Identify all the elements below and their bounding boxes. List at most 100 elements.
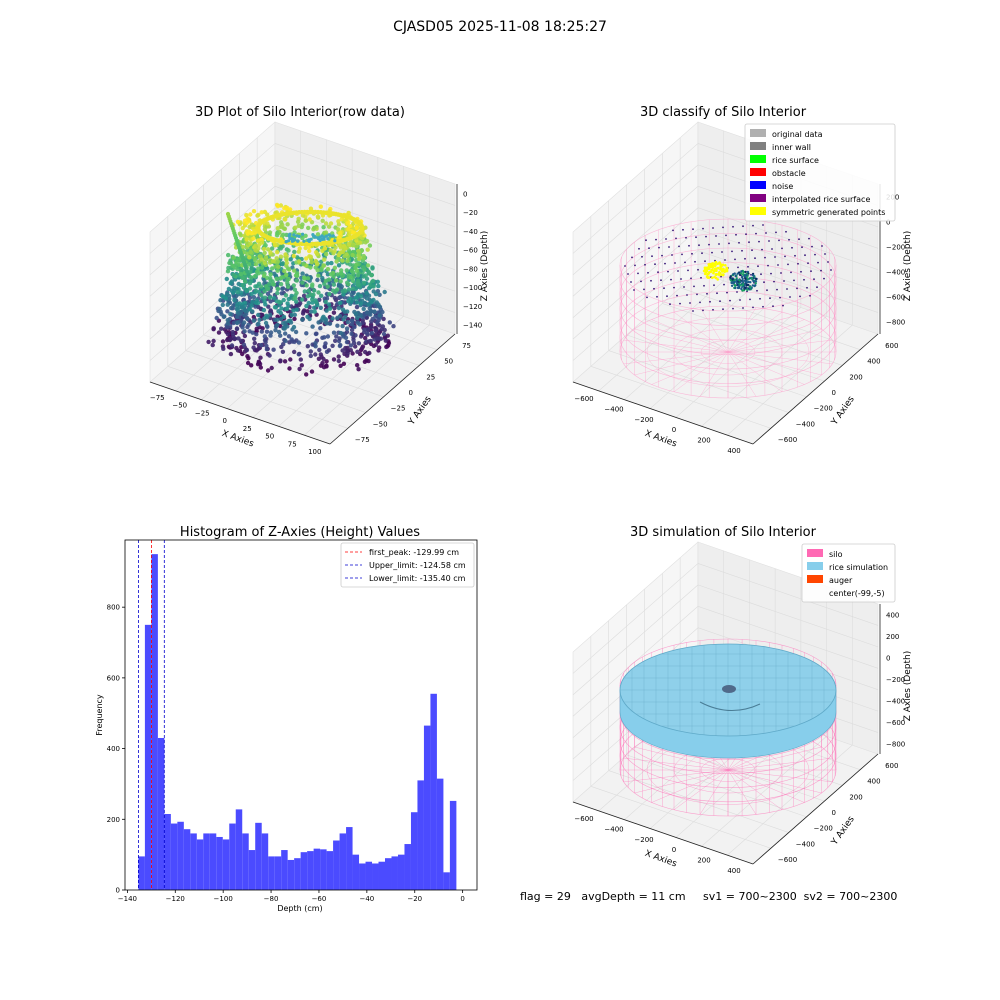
z-tick-label: −600 — [886, 719, 905, 727]
rice-surface-point — [731, 278, 734, 281]
data-point — [292, 287, 298, 292]
data-point — [237, 231, 243, 236]
data-point — [216, 330, 222, 335]
legend-swatch — [750, 181, 766, 189]
data-point — [271, 295, 277, 301]
data-point — [391, 324, 396, 329]
data-point — [234, 314, 240, 320]
data-point — [385, 333, 390, 338]
interpolated-point — [675, 237, 677, 240]
data-point — [231, 320, 236, 326]
data-point — [261, 273, 267, 278]
data-point — [331, 330, 337, 335]
data-point — [262, 250, 267, 256]
interpolated-point — [778, 239, 780, 242]
data-point — [279, 220, 284, 225]
data-point — [254, 298, 259, 303]
data-point — [302, 289, 307, 294]
z-tick-label: −140 — [463, 322, 482, 330]
grid-line — [572, 563, 699, 674]
data-point — [302, 239, 306, 243]
interpolated-point — [655, 238, 657, 241]
data-point — [280, 244, 285, 249]
data-point — [292, 349, 297, 355]
interpolated-point — [654, 263, 656, 266]
interpolated-point — [664, 262, 666, 265]
y-axis-line — [329, 333, 456, 445]
interpolated-point — [725, 234, 727, 237]
interpolated-point — [813, 278, 815, 281]
rice-surface-point — [734, 286, 737, 290]
grid-line — [662, 303, 843, 366]
data-point — [267, 281, 272, 287]
symmetric-point — [716, 266, 720, 270]
data-point — [235, 257, 241, 262]
data-point — [320, 218, 325, 223]
data-point — [251, 295, 257, 300]
data-point — [282, 359, 288, 364]
data-point — [366, 269, 371, 275]
interpolated-point — [700, 276, 702, 279]
data-point — [268, 330, 274, 335]
interpolated-point — [703, 284, 705, 287]
histogram-bar — [216, 836, 223, 890]
data-point — [331, 288, 336, 293]
data-point — [220, 302, 225, 308]
y-tick-label: 600 — [107, 674, 120, 682]
data-point — [259, 257, 265, 262]
data-point — [275, 259, 281, 264]
data-point — [306, 225, 311, 231]
data-point — [357, 322, 362, 327]
data-point — [280, 349, 286, 354]
data-point — [294, 299, 299, 304]
interpolated-point — [677, 270, 679, 272]
x-tick-label: 200 — [697, 857, 710, 865]
data-point — [314, 331, 319, 336]
interpolated-point — [738, 241, 740, 244]
interpolated-point — [776, 288, 778, 291]
grid-line — [590, 366, 771, 429]
data-point — [281, 321, 286, 326]
interpolated-point — [693, 285, 695, 288]
rice-surface-point — [746, 288, 749, 291]
data-point — [278, 254, 284, 259]
rice-surface-point — [747, 280, 750, 284]
interpolated-point — [718, 243, 720, 245]
y-tick-label: 400 — [107, 745, 120, 753]
z-tick-label: −80 — [463, 265, 478, 273]
data-point — [296, 352, 301, 357]
data-point — [355, 363, 360, 368]
data-point — [350, 286, 356, 291]
data-point — [325, 261, 330, 266]
data-point — [293, 225, 298, 230]
data-point — [316, 273, 321, 278]
x-tick-label: 400 — [727, 867, 740, 875]
grid-line — [274, 228, 456, 292]
rice-surface-point — [745, 281, 748, 284]
symmetric-point — [714, 267, 717, 271]
data-point — [245, 231, 251, 236]
interpolated-point — [742, 307, 744, 309]
data-point — [274, 276, 279, 281]
data-point — [305, 309, 310, 314]
data-point — [265, 324, 270, 329]
data-point — [254, 326, 259, 331]
data-point — [304, 372, 309, 377]
interpolated-point — [766, 289, 768, 292]
data-point — [319, 293, 324, 298]
data-point — [281, 226, 287, 231]
data-point — [273, 328, 278, 333]
data-point — [239, 272, 244, 277]
histogram-bar — [151, 554, 158, 890]
interpolated-point — [771, 248, 773, 250]
x-tick-label: 200 — [697, 437, 710, 445]
data-point — [292, 249, 297, 255]
data-point — [256, 212, 261, 218]
data-point — [281, 297, 286, 303]
interpolated-point — [753, 281, 755, 284]
x-tick-label: 75 — [288, 440, 297, 448]
data-point — [288, 232, 292, 236]
data-point — [293, 295, 298, 301]
data-point — [228, 281, 233, 286]
data-point — [308, 353, 313, 359]
